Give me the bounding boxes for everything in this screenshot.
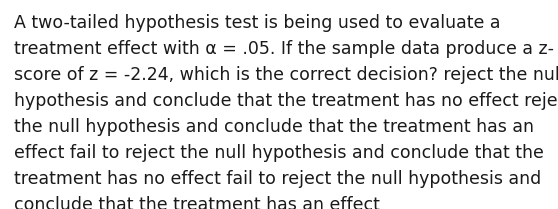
Text: effect fail to reject the null hypothesis and conclude that the: effect fail to reject the null hypothesi… [14, 144, 544, 162]
Text: treatment effect with α = .05. If the sample data produce a z-: treatment effect with α = .05. If the sa… [14, 40, 554, 58]
Text: A two-tailed hypothesis test is being used to evaluate a: A two-tailed hypothesis test is being us… [14, 14, 501, 32]
Text: hypothesis and conclude that the treatment has no effect reject: hypothesis and conclude that the treatme… [14, 92, 558, 110]
Text: treatment has no effect fail to reject the null hypothesis and: treatment has no effect fail to reject t… [14, 170, 541, 188]
Text: conclude that the treatment has an effect: conclude that the treatment has an effec… [14, 196, 380, 209]
Text: the null hypothesis and conclude that the treatment has an: the null hypothesis and conclude that th… [14, 118, 534, 136]
Text: score of z = -2.24, which is the correct decision? reject the null: score of z = -2.24, which is the correct… [14, 66, 558, 84]
